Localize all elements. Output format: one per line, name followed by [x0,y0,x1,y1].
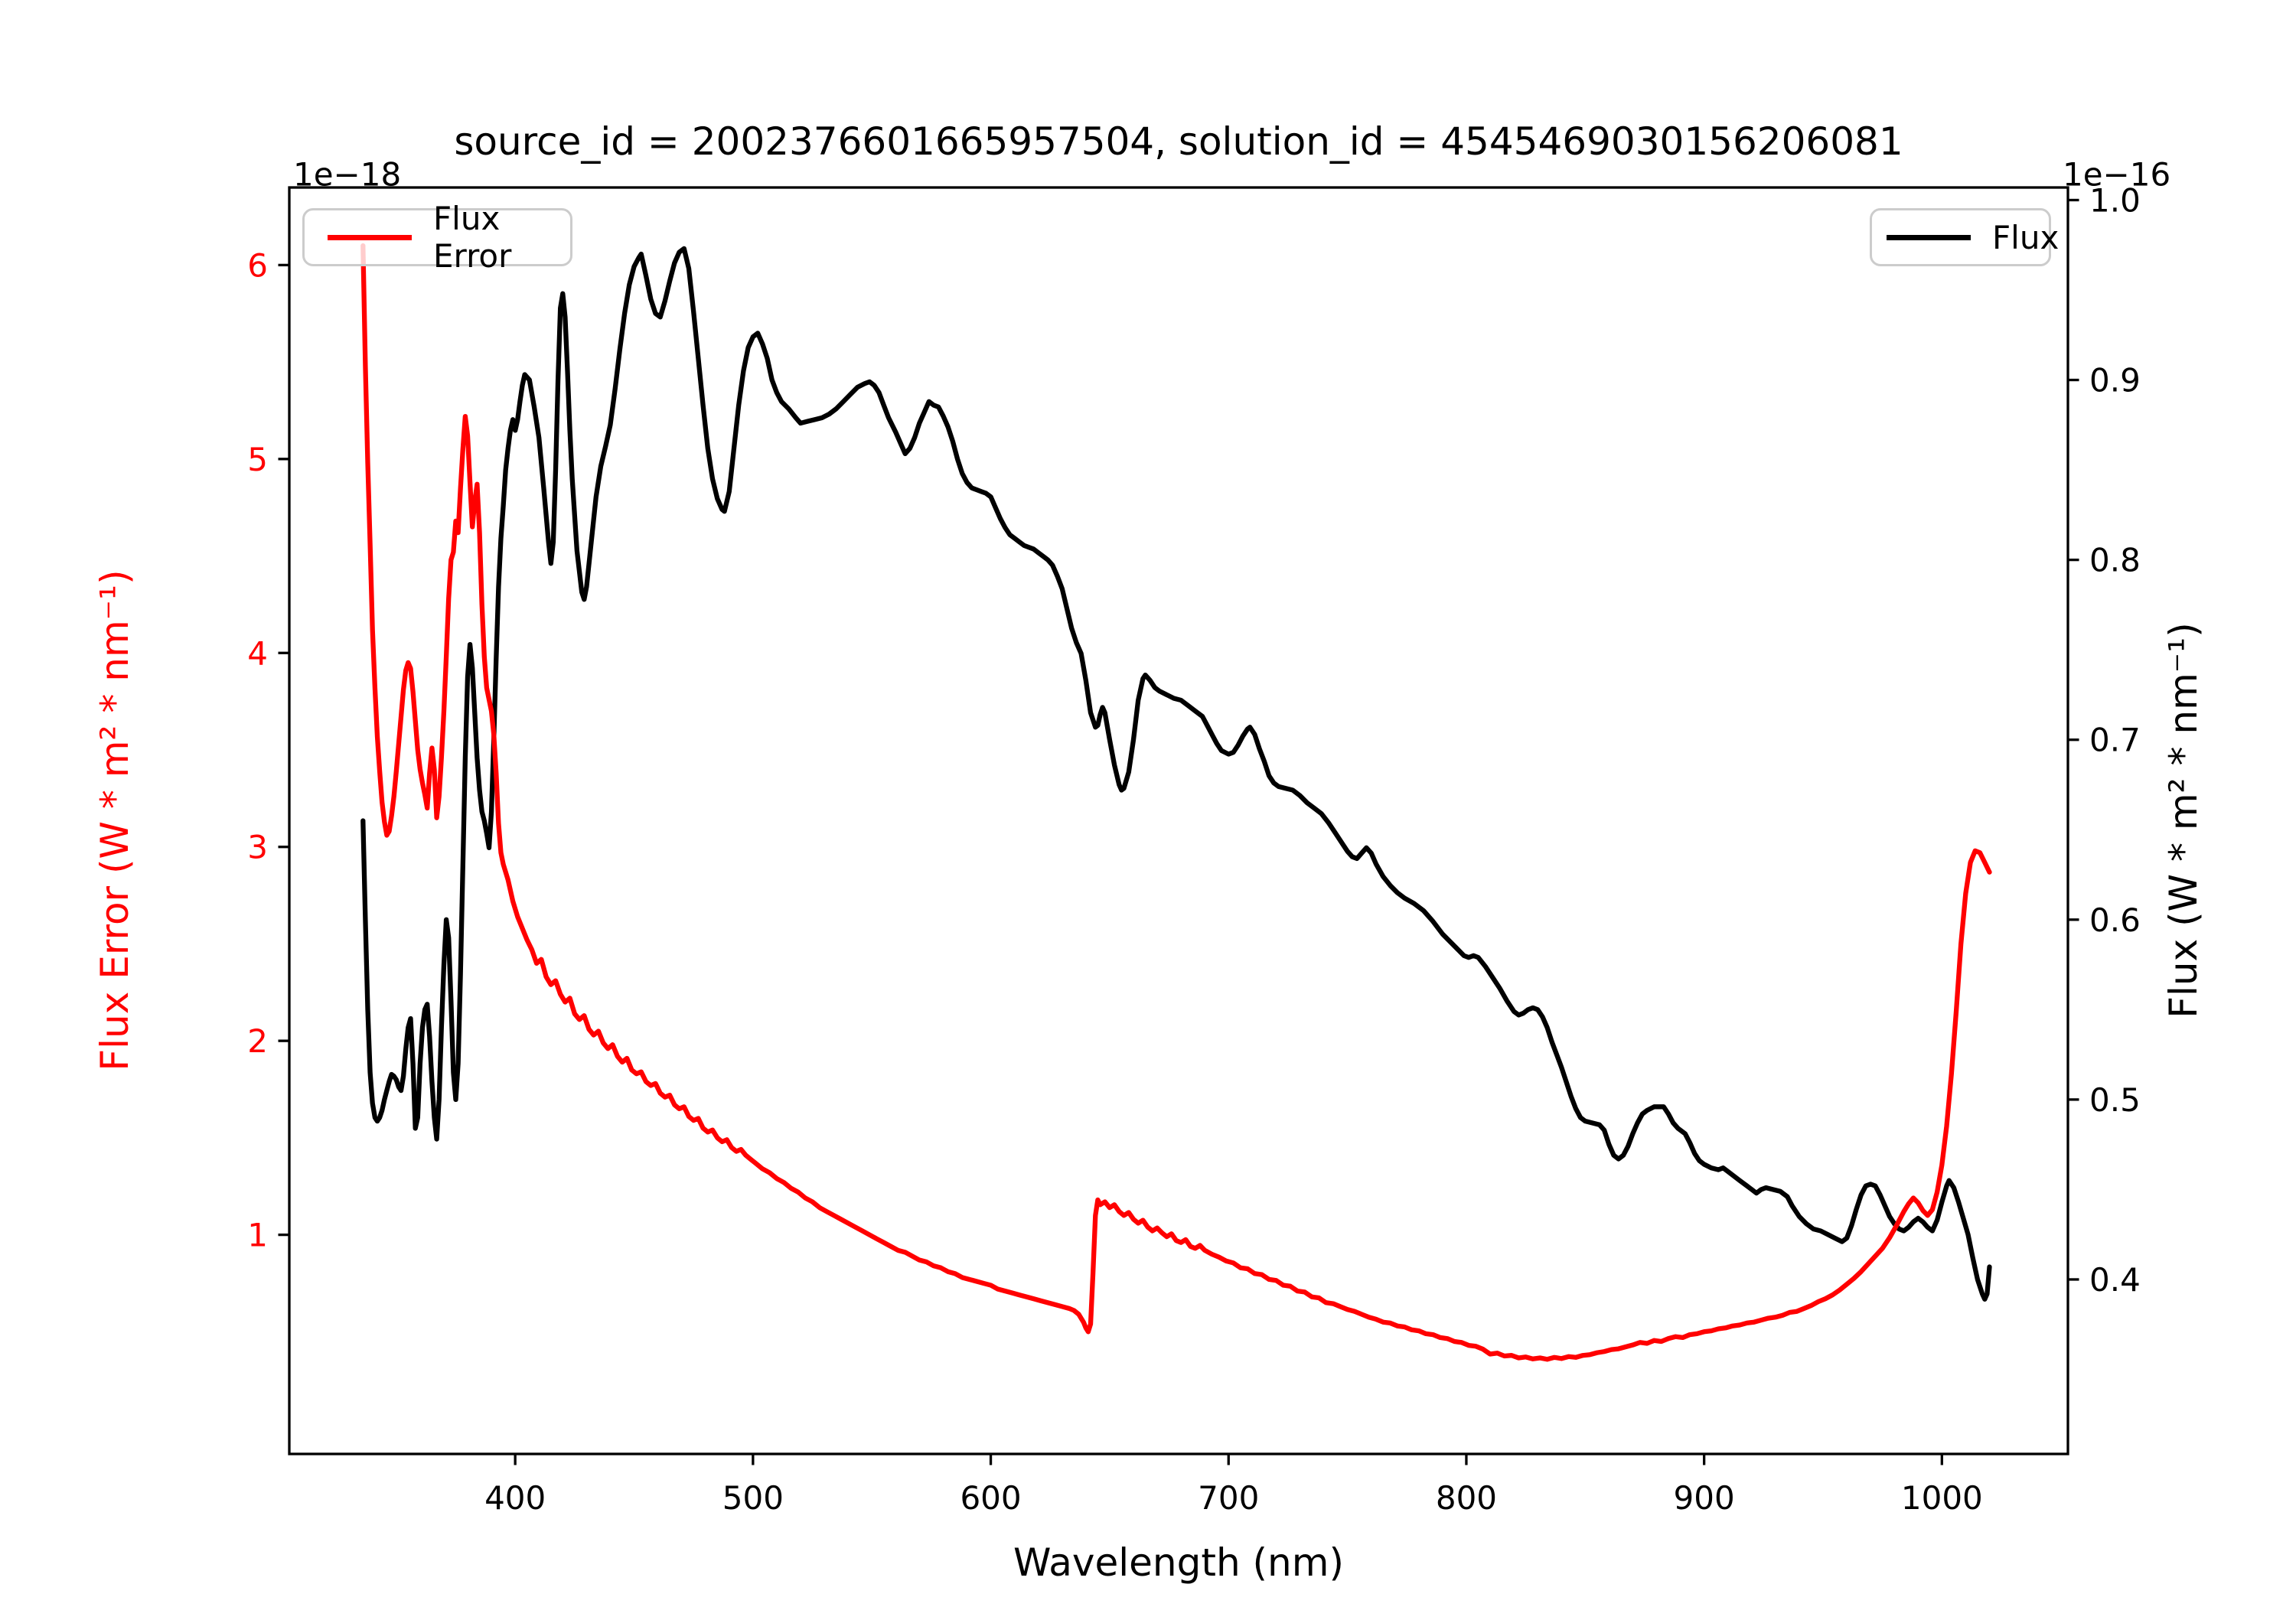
y-tick-label-right: 0.9 [2089,362,2141,399]
x-axis-label: Wavelength (nm) [1013,1540,1344,1585]
right-axis-offset-text: 1e−16 [2063,155,2171,194]
series-line-flux [360,246,1992,1302]
y-tick-label-right: 0.4 [2089,1261,2141,1299]
x-tick-label: 700 [1198,1479,1259,1517]
left-axis-label: Flux Error (W * m² * nm⁻¹) [93,569,137,1071]
y-tick-label-left: 3 [247,829,268,866]
plot-title: source_id = 2002376601665957504, solutio… [454,119,1903,164]
y-tick-label-left: 1 [247,1217,268,1254]
y-tick-label-left: 5 [247,441,268,478]
x-tick-label: 600 [960,1479,1021,1517]
x-tick-label: 500 [722,1479,784,1517]
legend-flux-error: Flux Error [302,200,572,275]
legend-line-sample-flux-error [328,234,412,240]
legend-line-sample-flux [1887,234,1971,240]
legend-label-flux: Flux [1992,218,2060,256]
x-tick-label: 400 [484,1479,546,1517]
y-tick-label-left: 6 [247,246,268,284]
series-line-flux-error [360,243,1992,1362]
y-tick-label-right: 0.8 [2089,542,2141,579]
y-tick-label-left: 4 [247,634,268,672]
legend-flux: Flux [1870,208,2059,266]
y-tick-label-left: 2 [247,1022,268,1060]
x-tick-label: 1000 [1901,1479,1983,1517]
right-axis-label: Flux (W * m² * nm⁻¹) [2161,622,2206,1019]
y-tick-label-right: 0.5 [2089,1081,2141,1119]
legend-label-flux-error: Flux Error [433,200,512,275]
left-axis-offset-text: 1e−18 [293,155,402,194]
plot-frame [288,186,2069,1455]
x-tick-label: 900 [1674,1479,1735,1517]
y-tick-label-right: 0.7 [2089,722,2141,759]
x-tick-label: 800 [1436,1479,1497,1517]
y-tick-label-right: 1.0 [2089,181,2141,219]
y-tick-label-right: 0.6 [2089,901,2141,939]
